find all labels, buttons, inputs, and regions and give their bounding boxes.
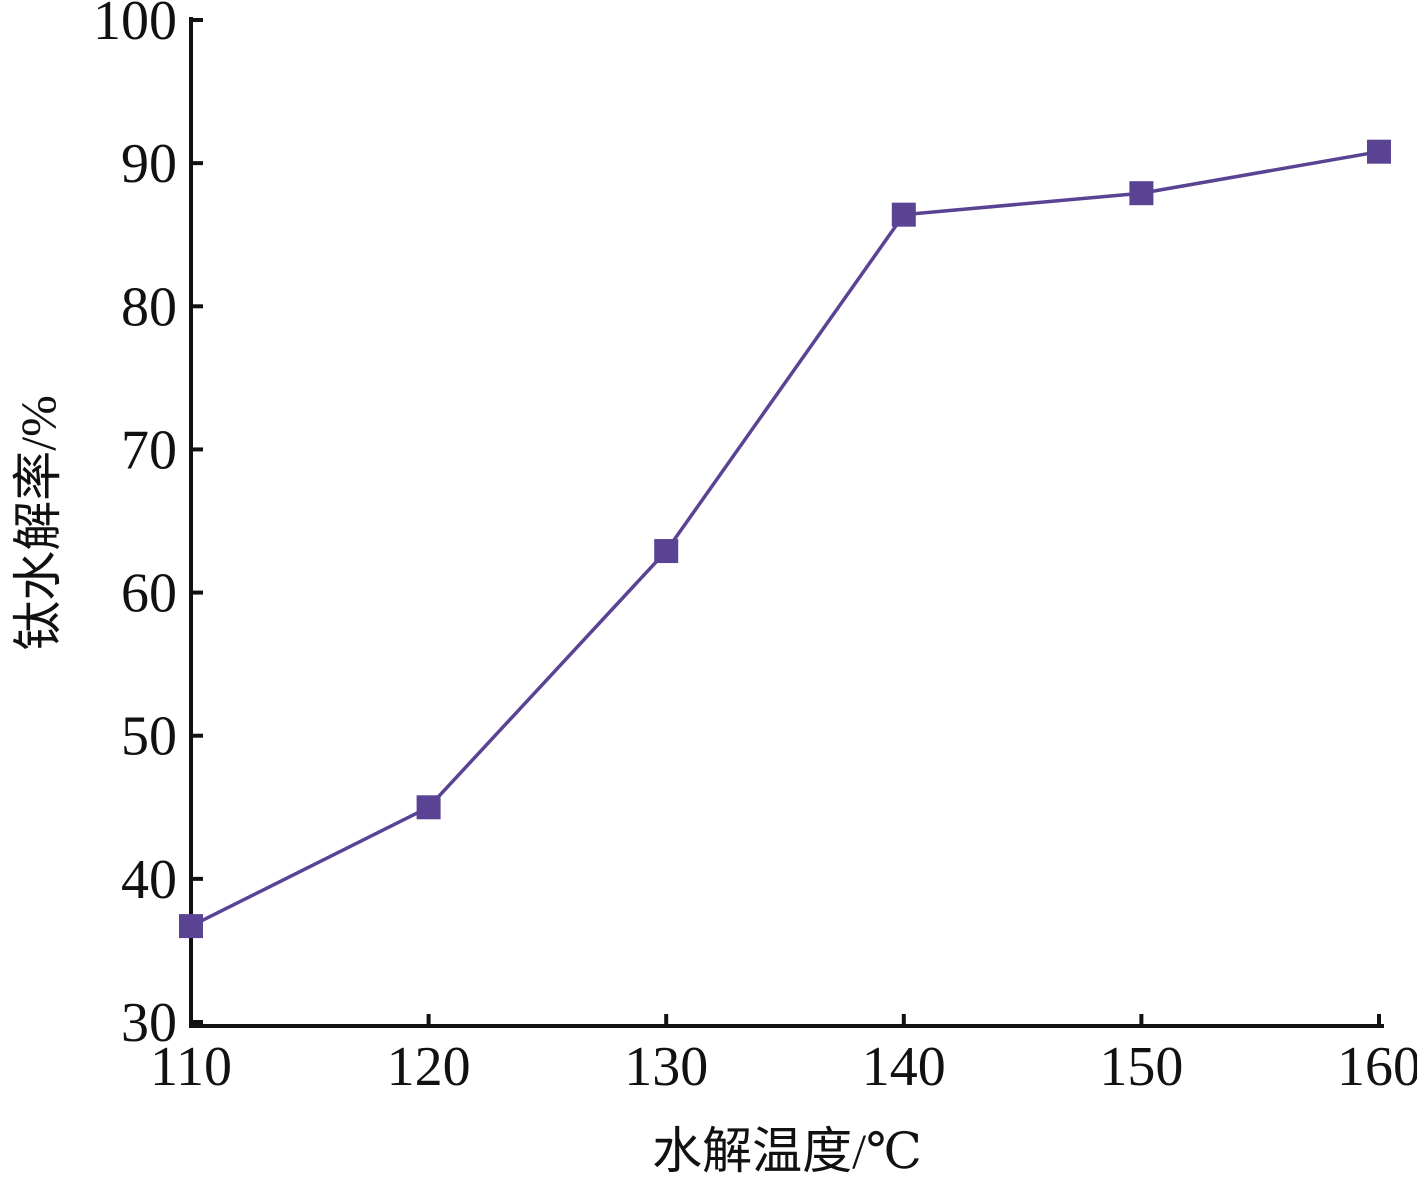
x-ticks: 110 120 130 140 150 160 bbox=[150, 1014, 1417, 1098]
x-tick-label: 130 bbox=[624, 1036, 708, 1098]
series-line bbox=[190, 149, 1380, 928]
x-tick-label: 120 bbox=[387, 1036, 471, 1098]
data-point-marker bbox=[179, 914, 203, 939]
data-point-marker bbox=[1129, 181, 1154, 206]
y-tick-label: 60 bbox=[121, 563, 177, 625]
axes bbox=[189, 17, 1384, 1028]
series-group bbox=[179, 139, 1391, 939]
data-point-marker bbox=[891, 202, 916, 227]
y-tick-label: 30 bbox=[121, 992, 177, 1054]
y-tick-label: 40 bbox=[121, 849, 177, 911]
y-axis-title: 钛水解率/% bbox=[10, 395, 66, 651]
x-axis-title: 水解温度/℃ bbox=[652, 1123, 922, 1179]
x-tick-label: 110 bbox=[150, 1036, 232, 1098]
y-tick-label: 80 bbox=[121, 276, 177, 338]
y-tick-label: 70 bbox=[121, 419, 177, 481]
y-ticks: 30 40 50 60 70 80 90 100 bbox=[93, 0, 203, 1054]
y-tick-label: 100 bbox=[93, 0, 177, 52]
data-point-marker bbox=[654, 539, 679, 564]
x-tick-label: 160 bbox=[1337, 1036, 1417, 1098]
y-tick-label: 90 bbox=[121, 133, 177, 195]
x-tick-label: 150 bbox=[1099, 1036, 1183, 1098]
x-tick-label: 140 bbox=[862, 1036, 946, 1098]
data-point-marker bbox=[1367, 139, 1391, 164]
y-tick-label: 50 bbox=[121, 706, 177, 768]
data-point-marker bbox=[416, 795, 441, 820]
